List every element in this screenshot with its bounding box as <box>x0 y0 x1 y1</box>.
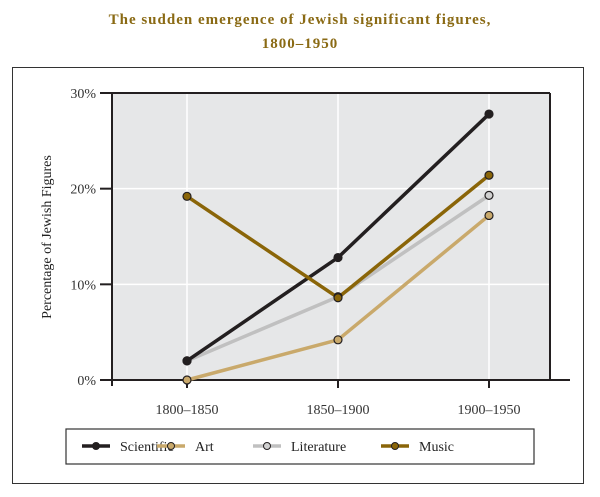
legend-marker-art <box>167 442 175 450</box>
legend-label-art: Art <box>195 440 214 455</box>
y-tick-label: 10% <box>70 278 96 293</box>
data-point-scientific <box>333 252 343 263</box>
data-point-scientific <box>182 356 192 366</box>
plot-area <box>112 93 550 380</box>
y-tick-label: 0% <box>77 374 96 389</box>
legend-label-literature: Literature <box>291 440 346 455</box>
legend-marker-music <box>391 442 399 450</box>
data-point-music <box>484 170 494 180</box>
data-point-scientific <box>484 109 494 119</box>
data-point-art <box>333 335 343 345</box>
data-point-literature <box>484 190 494 200</box>
y-tick-label: 30% <box>70 87 96 102</box>
y-axis-label: Percentage of Jewish Figures <box>40 155 55 319</box>
y-tick-label: 20% <box>70 183 96 198</box>
legend-label-scientific: Scientific <box>120 440 174 455</box>
data-point-music <box>333 293 343 303</box>
x-tick-label: 1900–1950 <box>458 403 521 418</box>
legend-marker-scientific <box>92 442 100 450</box>
legend-label-music: Music <box>419 440 454 455</box>
data-point-music <box>182 191 192 201</box>
x-tick-label: 1850–1900 <box>307 403 370 418</box>
data-point-art <box>182 375 192 385</box>
legend-box <box>65 428 535 465</box>
data-point-art <box>484 210 494 221</box>
x-tick-label: 1800–1850 <box>156 403 219 418</box>
chart-frame <box>12 67 584 484</box>
chart-subtitle: 1800–1950 <box>261 36 339 52</box>
chart-title: The sudden emergence of Jewish significa… <box>108 12 492 28</box>
legend-marker-literature <box>263 442 271 450</box>
